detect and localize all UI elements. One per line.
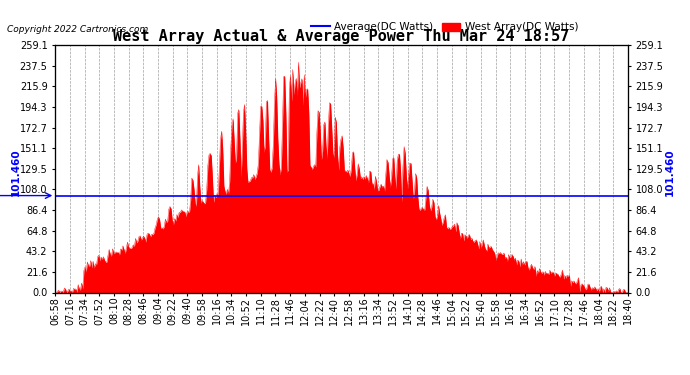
Text: Copyright 2022 Cartronics.com: Copyright 2022 Cartronics.com — [7, 25, 148, 34]
Text: 101.460: 101.460 — [11, 148, 21, 196]
Text: 101.460: 101.460 — [664, 148, 675, 196]
Legend: Average(DC Watts), West Array(DC Watts): Average(DC Watts), West Array(DC Watts) — [307, 18, 582, 36]
Title: West Array Actual & Average Power Thu Mar 24 18:57: West Array Actual & Average Power Thu Ma… — [113, 29, 570, 44]
